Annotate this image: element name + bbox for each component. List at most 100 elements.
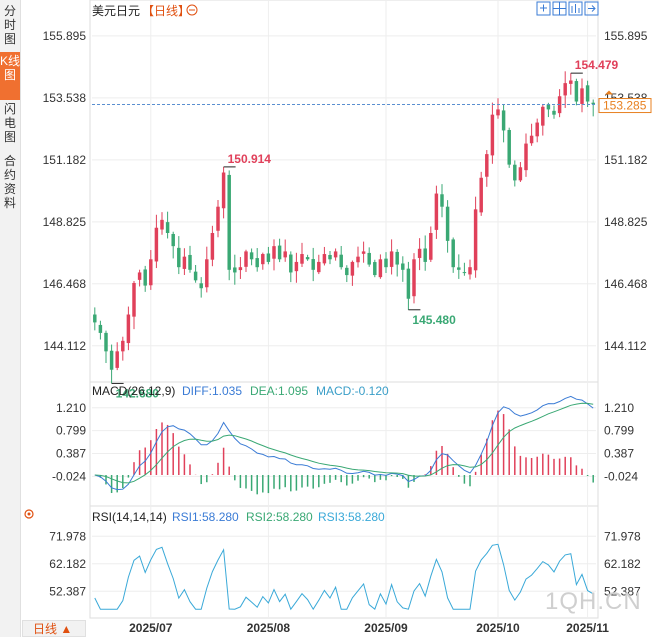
candle-body [591, 102, 595, 105]
rsi-line [94, 543, 594, 611]
candle-body [524, 143, 528, 171]
macd-y-tick-left: -0.024 [52, 469, 86, 483]
candle-body [328, 254, 332, 260]
candle-body [350, 261, 355, 276]
macd-dea-label: DEA:1.095 [250, 384, 308, 398]
fullscreen-icon[interactable] [536, 1, 551, 16]
candle-body [115, 351, 119, 368]
candle-body [529, 135, 534, 144]
macd-value-label: MACD:-0.120 [316, 384, 389, 398]
candle-body [535, 122, 539, 137]
candlestick-series: 142.680 150.914 145.480 154.479 [92, 58, 619, 400]
tab-kline[interactable]: K线图 [0, 52, 20, 100]
candle-body [462, 272, 467, 274]
candle-body [261, 254, 265, 265]
macd-y-tick-left: 0.387 [56, 447, 86, 461]
x-tick-label: 2025/09 [364, 621, 408, 635]
candle-body [552, 110, 556, 115]
macd-title: MACD(26,12,9) [92, 384, 175, 398]
price-y-tick-right: 151.182 [604, 153, 648, 167]
candle-body [143, 269, 147, 286]
annotation-label: 142.680 [116, 386, 160, 400]
candle-body [412, 259, 416, 297]
export-icon[interactable] [584, 1, 599, 16]
tab-flash[interactable]: 闪电图 [3, 102, 16, 144]
tab-contract-info[interactable]: 合约资料 [3, 154, 16, 210]
candle-body [518, 167, 523, 181]
annotation-label: 154.479 [575, 58, 619, 72]
price-panel-frame [89, 0, 599, 383]
price-y-tick-right: 146.468 [604, 277, 648, 291]
candle-body [233, 267, 237, 273]
rsi-y-tick-left: 62.182 [49, 557, 86, 571]
candle-body [289, 254, 293, 273]
candle-body [496, 109, 500, 116]
candle-body [165, 222, 170, 233]
period-tag: 【日线】 [142, 4, 190, 18]
candle-body [137, 272, 142, 280]
candle-body [188, 254, 192, 270]
candle-body [283, 251, 287, 258]
candle-body [541, 106, 545, 126]
macd-dea-line [94, 402, 594, 484]
candle-body [255, 258, 259, 268]
candle-body [199, 283, 203, 289]
candle-body [109, 350, 114, 370]
macd-panel-frame [89, 381, 599, 507]
rsi2-label: RSI2:58.280 [246, 510, 313, 524]
price-y-tick-left: 151.182 [43, 153, 87, 167]
period-selector[interactable]: 日线 ▲ [22, 620, 86, 637]
price-y-tick-left: 153.538 [43, 91, 87, 105]
zoom-out-icon[interactable] [186, 4, 198, 16]
rsi-y-tick-left: 52.387 [49, 584, 86, 598]
candle-body [121, 340, 125, 352]
candle-body [272, 246, 276, 259]
candle-body [423, 248, 427, 262]
candle-body [193, 271, 198, 281]
macd-diff-line [94, 395, 594, 491]
rsi-y-tick-right: 62.182 [604, 557, 641, 571]
bar-chart-icon[interactable] [568, 1, 583, 16]
candle-body [501, 110, 506, 131]
rsi-y-tick-right: 71.978 [604, 529, 641, 543]
candle-body [300, 254, 304, 264]
candle-body [104, 332, 108, 352]
candle-body [322, 254, 327, 264]
chevron-up-icon: ▲ [60, 622, 73, 636]
candle-body [210, 233, 215, 260]
candle-body [451, 239, 455, 268]
candle-body [205, 259, 209, 288]
price-y-tick-right: 155.895 [604, 29, 648, 43]
candle-body [378, 259, 383, 278]
settings-icon[interactable] [24, 509, 34, 519]
candle-body [429, 233, 433, 260]
tab-timeline[interactable]: 分时图 [3, 4, 16, 46]
x-tick-label: 2025/10 [476, 621, 520, 635]
candle-body [580, 88, 584, 104]
x-tick-label: 2025/11 [566, 621, 609, 635]
candle-body [473, 209, 478, 271]
candle-body [238, 267, 243, 271]
annotation-label: 145.480 [412, 313, 456, 327]
candle-body [182, 256, 187, 269]
candle-body [356, 256, 360, 263]
macd-y-tick-left: 0.799 [56, 424, 86, 438]
candle-body [468, 267, 472, 275]
grid-icon[interactable] [552, 1, 567, 16]
candle-body [333, 251, 338, 258]
candle-body [479, 177, 483, 213]
price-y-tick-left: 144.112 [44, 339, 87, 353]
candle-body [513, 164, 517, 181]
macd-y-tick-right: 0.387 [604, 447, 634, 461]
candle-body [574, 81, 579, 102]
candle-body [490, 114, 495, 156]
current-price-label: 153.285 [603, 99, 647, 113]
candle-body [305, 257, 310, 260]
candle-body [171, 233, 175, 247]
rsi-y-tick-left: 71.978 [49, 529, 86, 543]
price-marker-icon [605, 90, 613, 95]
candle-body [345, 267, 349, 276]
candle-body [457, 267, 461, 270]
